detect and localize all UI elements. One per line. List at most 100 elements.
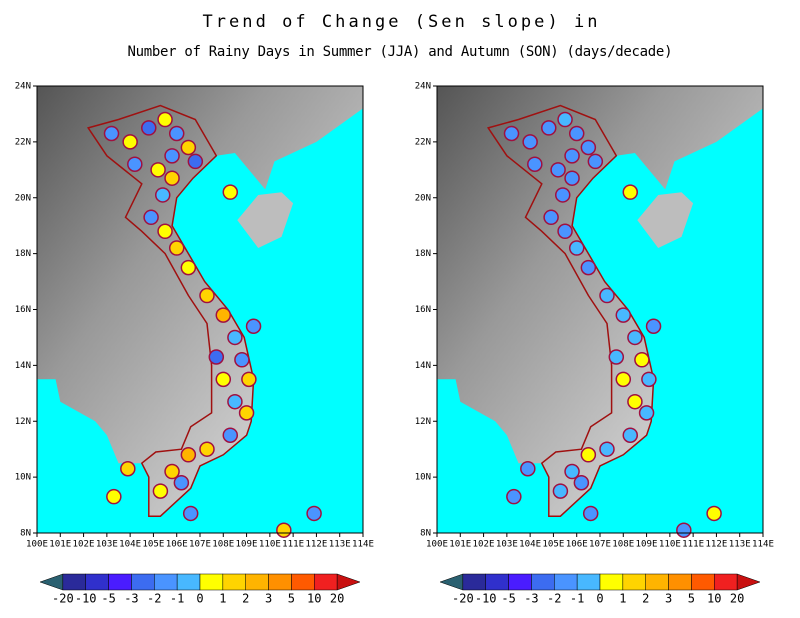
colorbar-box — [199, 573, 224, 591]
x-tick-label: 100E — [426, 540, 448, 550]
x-tick-label: 111E — [682, 540, 704, 550]
colorbar-arrow — [336, 573, 361, 591]
colorbar-box — [62, 573, 86, 591]
station — [199, 441, 215, 457]
colorbar-label: -1 — [570, 592, 584, 606]
station — [568, 240, 585, 256]
station — [645, 318, 662, 335]
colorbar-label: 20 — [730, 592, 744, 606]
colorbar-arrow — [736, 573, 761, 591]
colorbar-label: 10 — [307, 592, 321, 606]
station — [241, 371, 257, 388]
vietnam-outline — [86, 104, 255, 517]
station — [120, 460, 136, 477]
x-tick-label: 112E — [305, 540, 327, 550]
colorbar-label: -2 — [547, 592, 561, 606]
station — [622, 184, 639, 200]
colorbar-box — [131, 573, 155, 591]
y-tick-label: 18N — [415, 249, 431, 259]
station — [127, 156, 143, 172]
subtitle: Number of Rainy Days in Summer (JJA) and… — [128, 44, 673, 60]
station — [615, 307, 632, 323]
station — [276, 522, 292, 538]
station — [187, 153, 204, 170]
colorbar-label: 0 — [196, 592, 203, 606]
colorbar-box — [645, 573, 669, 591]
x-tick-label: 109E — [636, 540, 658, 550]
station — [520, 460, 536, 477]
station — [503, 125, 520, 142]
colorbar-box — [108, 573, 132, 591]
station — [522, 134, 538, 150]
colorbar-label: -5 — [101, 592, 115, 606]
x-tick-label: 104E — [519, 540, 541, 550]
station — [543, 209, 559, 226]
x-tick-label: 112E — [705, 540, 727, 550]
station — [568, 125, 585, 142]
x-tick-label: 103E — [496, 540, 518, 550]
station — [168, 125, 185, 142]
station — [168, 240, 185, 256]
station — [564, 463, 580, 480]
station — [222, 427, 239, 443]
colorbar-label: 1 — [619, 592, 626, 606]
y-tick-label: 8N — [420, 529, 431, 539]
y-tick-label: 20N — [415, 193, 431, 203]
y-tick-label: 12N — [415, 417, 431, 427]
station — [676, 522, 692, 538]
colorbar-label: 3 — [265, 592, 272, 606]
x-tick-label: 103E — [96, 540, 118, 550]
station — [550, 162, 566, 178]
station — [573, 474, 590, 491]
x-tick-label: 114E — [752, 540, 774, 550]
station — [580, 139, 597, 156]
station — [580, 259, 597, 276]
y-tick-label: 24N — [415, 82, 431, 92]
colorbar-box — [245, 573, 269, 591]
station — [564, 148, 580, 164]
station — [599, 287, 615, 304]
station — [306, 505, 322, 522]
colorbar-arrow — [439, 573, 464, 591]
station — [180, 259, 197, 276]
colorbar-label: -3 — [124, 592, 138, 606]
colorbar-label: -20 — [452, 592, 474, 606]
colorbar-box — [462, 573, 486, 591]
colorbar-box — [622, 573, 646, 591]
station — [706, 505, 722, 522]
colorbar-box — [599, 573, 624, 591]
vietnam-outline — [486, 104, 655, 517]
station — [141, 120, 157, 136]
colorbar-box — [531, 573, 555, 591]
x-tick-label: 105E — [142, 540, 164, 550]
y-tick-label: 8N — [20, 529, 31, 539]
station — [238, 405, 255, 421]
colorbar-box — [714, 573, 738, 591]
station — [227, 329, 243, 346]
y-tick-label: 20N — [15, 193, 31, 203]
y-tick-label: 22N — [415, 137, 431, 147]
y-tick-label: 18N — [15, 249, 31, 259]
colorbar-label: -3 — [524, 592, 538, 606]
station — [215, 371, 232, 388]
colorbar-label: 20 — [330, 592, 344, 606]
x-tick-label: 114E — [352, 540, 374, 550]
x-tick-label: 107E — [589, 540, 611, 550]
y-tick-label: 12N — [15, 417, 31, 427]
x-tick-label: 110E — [659, 540, 681, 550]
station — [227, 393, 243, 410]
station — [152, 483, 169, 499]
station — [599, 441, 615, 457]
station — [552, 483, 569, 499]
island — [237, 192, 294, 248]
y-tick-label: 22N — [15, 137, 31, 147]
station — [622, 427, 639, 443]
colorbar-box — [508, 573, 532, 591]
x-tick-label: 108E — [612, 540, 634, 550]
station — [164, 170, 180, 186]
colorbar-label: 2 — [642, 592, 649, 606]
colorbar-label: 1 — [219, 592, 226, 606]
x-tick-label: 102E — [473, 540, 495, 550]
station — [154, 187, 171, 203]
station — [580, 447, 597, 463]
